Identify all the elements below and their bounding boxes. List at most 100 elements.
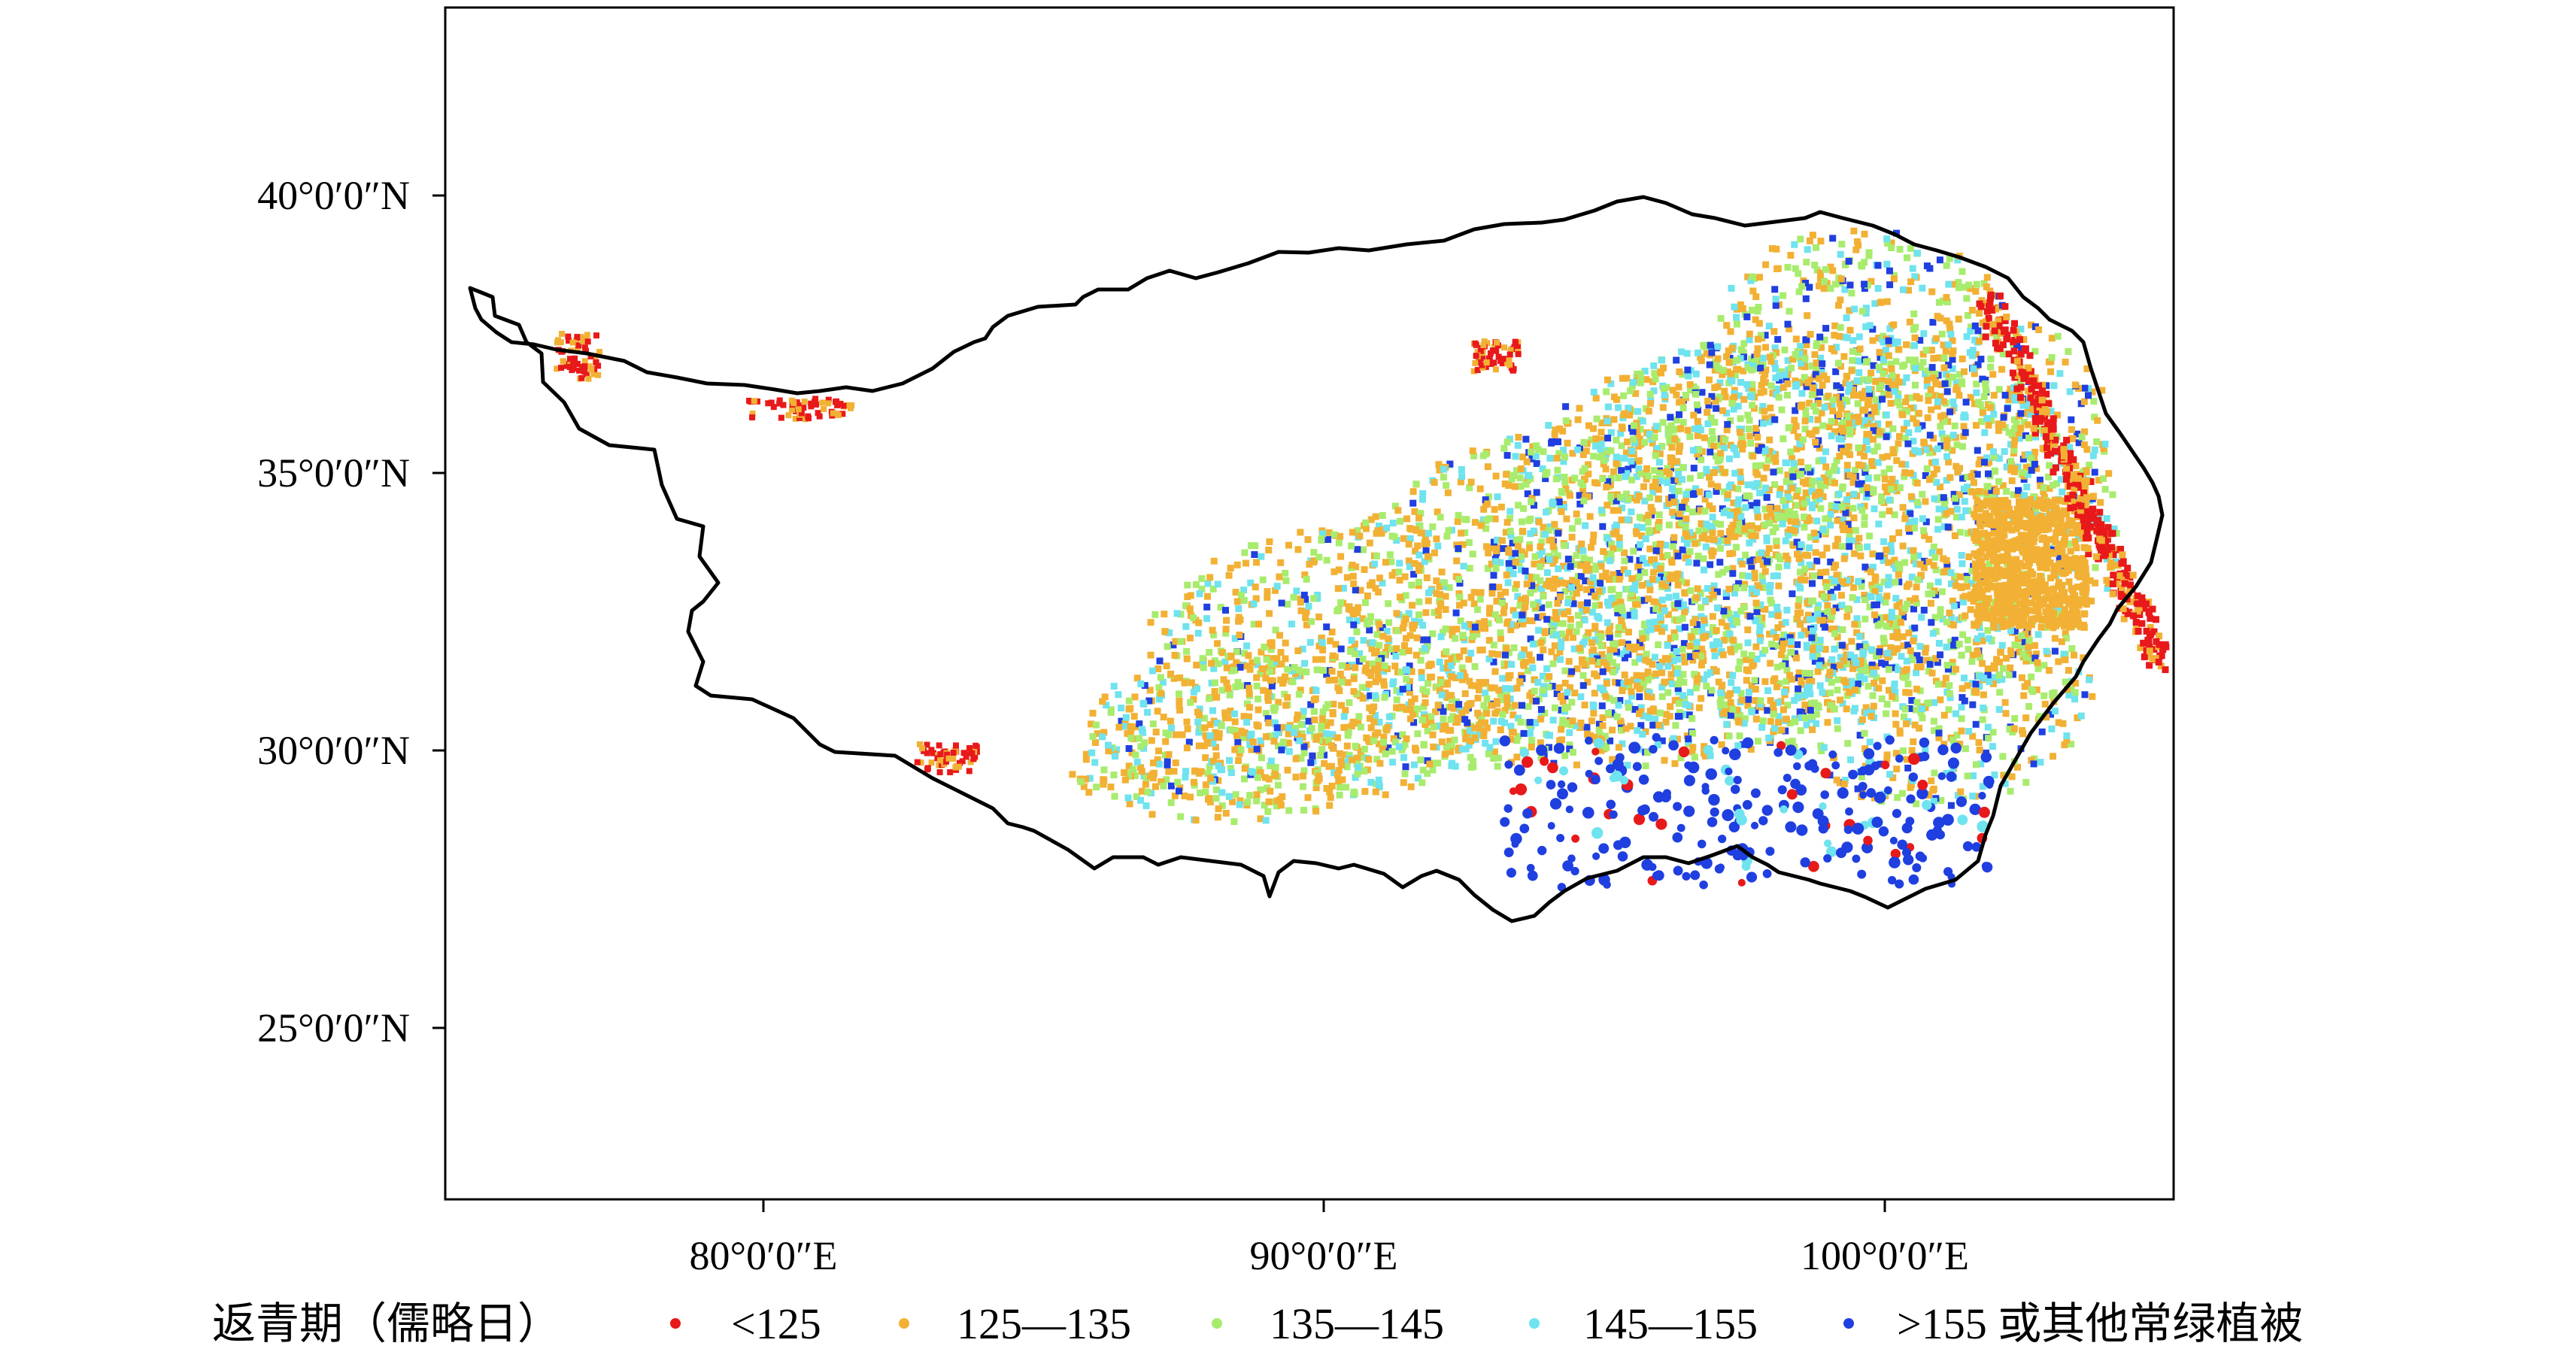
vegetation-pixel — [1188, 679, 1195, 687]
vegetation-pixel — [1933, 465, 1940, 473]
vegetation-pixel — [1801, 702, 1809, 709]
vegetation-pixel — [1991, 468, 1998, 475]
vegetation-pixel — [1807, 331, 1814, 338]
vegetation-pixel — [1789, 455, 1796, 462]
vegetation-pixel — [1431, 549, 1438, 556]
vegetation-pixel — [1399, 686, 1406, 693]
vegetation-pixel — [1770, 516, 1778, 523]
vegetation-pixel — [1340, 724, 1348, 731]
vegetation-pixel — [1358, 684, 1366, 691]
vegetation-pixel — [1791, 650, 1798, 657]
vegetation-pixel — [2022, 778, 2030, 786]
vegetation-pixel — [1674, 735, 1681, 743]
vegetation-pixel — [1612, 678, 1619, 686]
vegetation-pixel — [1634, 371, 1641, 377]
vegetation-pixel — [2010, 491, 2017, 499]
vegetation-pixel — [1617, 429, 1625, 437]
vegetation-pixel — [1861, 502, 1868, 510]
vegetation-pixel — [1782, 619, 1789, 626]
vegetation-pixel — [2031, 642, 2038, 649]
vegetation-pixel — [1355, 763, 1362, 771]
vegetation-pixel — [2040, 662, 2048, 669]
vegetation-pixel — [1155, 760, 1163, 768]
vegetation-pixel — [1138, 768, 1145, 775]
vegetation-pixel — [1758, 572, 1766, 580]
vegetation-pixel — [1765, 418, 1773, 426]
vegetation-pixel — [1597, 429, 1605, 436]
vegetation-pixel — [1391, 568, 1399, 576]
vegetation-pixel — [2010, 725, 2018, 732]
vegetation-pixel — [1107, 706, 1115, 714]
vegetation-pixel — [1940, 568, 1948, 575]
vegetation-pixel — [1152, 729, 1160, 735]
vegetation-pixel — [1625, 704, 1632, 711]
vegetation-pixel — [1625, 699, 1631, 707]
vegetation-pixel — [1634, 523, 1641, 531]
vegetation-pixel — [2058, 638, 2065, 645]
vegetation-pixel — [1270, 655, 1277, 662]
vegetation-pixel — [1422, 721, 1429, 728]
vegetation-pixel — [1529, 443, 1537, 450]
vegetation-pixel — [2060, 650, 2068, 658]
vegetation-pixel — [1935, 640, 1943, 647]
vegetation-pixel — [2007, 650, 2015, 658]
vegetation-pixel — [1292, 773, 1300, 781]
vegetation-pixel — [1980, 409, 1986, 417]
vegetation-pixel — [1873, 662, 1880, 670]
vegetation-pixel — [1786, 671, 1793, 679]
vegetation-pixel — [1429, 731, 1437, 738]
vegetation-pixel — [1415, 551, 1423, 559]
vegetation-pixel — [1655, 486, 1662, 493]
vegetation-pixel — [1764, 707, 1771, 714]
vegetation-pixel — [1876, 648, 1883, 656]
vegetation-pixel — [1651, 618, 1658, 626]
vegetation-pixel — [1616, 575, 1623, 583]
vegetation-pixel — [1793, 538, 1801, 546]
vegetation-pixel — [1910, 738, 1917, 745]
vegetation-pixel — [1482, 525, 1490, 532]
vegetation-pixel — [1599, 722, 1607, 729]
vegetation-pixel — [1708, 393, 1716, 400]
vegetation-pixel — [1303, 608, 1310, 615]
vegetation-pixel — [1312, 808, 1320, 815]
vegetation-pixel — [1297, 687, 1304, 694]
vegetation-pixel — [2104, 580, 2112, 587]
vegetation-pixel — [1789, 468, 1796, 474]
vegetation-pixel — [1354, 609, 1361, 617]
vegetation-pixel — [1567, 562, 1574, 570]
vegetation-pixel — [1748, 708, 1755, 716]
vegetation-pixel — [1367, 724, 1375, 732]
vegetation-pixel — [1872, 574, 1880, 582]
vegetation-pixel — [1894, 629, 1901, 636]
vegetation-pixel — [1555, 565, 1562, 572]
vegetation-pixel — [1275, 781, 1282, 789]
vegetation-pixel — [1092, 739, 1099, 746]
vegetation-pixel — [1466, 565, 1473, 572]
vegetation-pixel — [1615, 702, 1622, 709]
vegetation-pixel — [1423, 688, 1431, 696]
vegetation-pixel — [1515, 502, 1522, 509]
vegetation-pixel — [1490, 717, 1497, 725]
vegetation-pixel — [1194, 685, 1201, 693]
vegetation-pixel — [1282, 639, 1289, 647]
vegetation-pixel — [1284, 766, 1291, 774]
vegetation-pixel — [1913, 663, 1921, 671]
vegetation-pixel — [1411, 508, 1418, 515]
vegetation-pixel — [1372, 513, 1379, 520]
vegetation-pixel — [1557, 656, 1564, 663]
vegetation-pixel — [1948, 580, 1955, 587]
vegetation-pixel — [1442, 750, 1449, 758]
vegetation-pixel — [1727, 370, 1734, 377]
vegetation-pixel — [1202, 754, 1209, 762]
vegetation-pixel — [1385, 619, 1393, 626]
vegetation-pixel — [1246, 741, 1254, 748]
vegetation-pixel — [1836, 662, 1843, 669]
vegetation-pixel — [1515, 732, 1522, 740]
vegetation-pixel — [1707, 561, 1714, 568]
vegetation-pixel — [1538, 604, 1546, 611]
vegetation-pixel — [1526, 719, 1534, 726]
vegetation-pixel — [1855, 544, 1863, 551]
vegetation-pixel — [1431, 609, 1438, 616]
vegetation-pixel — [1127, 705, 1134, 712]
vegetation-pixel — [1273, 724, 1281, 732]
